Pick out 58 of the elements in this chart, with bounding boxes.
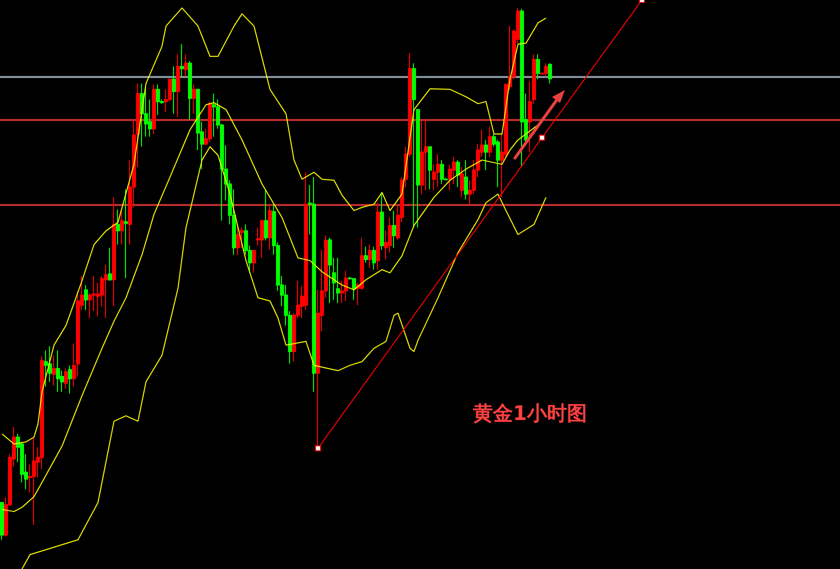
candlestick: [56, 350, 60, 392]
candlestick: [192, 84, 196, 114]
candlestick: [412, 62, 416, 228]
candlestick: [428, 146, 432, 190]
candlestick: [236, 224, 240, 256]
candlestick: [32, 436, 36, 526]
candlestick: [536, 54, 540, 80]
candlestick: [436, 154, 440, 188]
candlestick: [112, 196, 116, 307]
candlestick: [420, 119, 424, 195]
candlestick: [64, 368, 68, 390]
candlestick: [176, 54, 180, 118]
candlestick: [520, 8, 524, 168]
candlestick: [208, 101, 212, 142]
candlestick: [544, 62, 548, 78]
candlestick: [124, 188, 128, 279]
candlestick: [104, 264, 108, 318]
candlestick: [52, 354, 56, 386]
candlestick: [84, 284, 88, 311]
candlestick: [212, 93, 216, 138]
candlestick: [424, 119, 428, 191]
candlestick: [352, 278, 356, 300]
candlestick: [68, 364, 72, 394]
candlestick: [184, 54, 188, 78]
text: 黄金1小时图: [472, 401, 587, 425]
candlestick: [440, 160, 444, 184]
candlestick: [0, 502, 4, 540]
candlestick: [464, 160, 468, 200]
candlestick: [312, 176, 316, 392]
candlestick: [264, 188, 268, 241]
candlestick: [380, 192, 384, 250]
candlestick: [180, 44, 184, 78]
candlestick: [48, 346, 52, 382]
candlestick: [484, 139, 488, 171]
candlestick: [172, 66, 176, 114]
candlestick: [392, 210, 396, 248]
candlestick: [260, 219, 264, 258]
candlestick: [156, 84, 160, 116]
candlestick: [268, 204, 272, 250]
candlestick: [336, 257, 340, 304]
candlestick: [488, 126, 492, 158]
candlestick: [152, 84, 156, 135]
candlestick: [252, 249, 256, 274]
candlestick: [460, 166, 464, 198]
candlestick: [108, 247, 112, 282]
candlestick: [456, 160, 460, 188]
candlestick: [548, 62, 552, 84]
candlestick: [344, 270, 348, 302]
candlestick: [120, 210, 124, 246]
candlestick: [44, 350, 48, 388]
candlestick: [364, 246, 368, 264]
candlestick: [116, 209, 120, 246]
candlestick: [328, 237, 332, 304]
candlestick: [368, 244, 372, 269]
candlestick: [372, 246, 376, 270]
candlestick: [416, 109, 420, 228]
candlestick: [188, 60, 192, 120]
candlestick: [376, 202, 380, 270]
